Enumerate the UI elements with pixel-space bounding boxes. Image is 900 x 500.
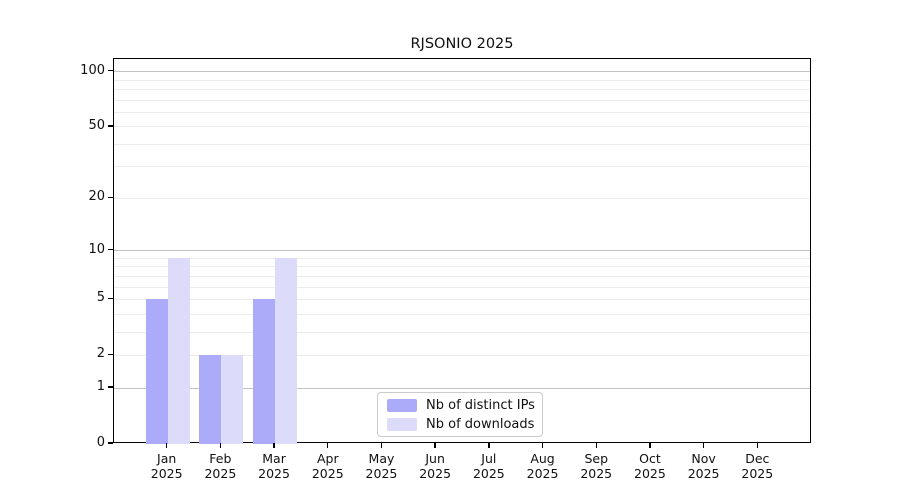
y-tick (108, 297, 113, 300)
plot-area (113, 58, 811, 444)
x-tick (434, 443, 436, 448)
legend-item: Nb of downloads (387, 416, 535, 432)
y-tick-label: 5 (96, 290, 105, 306)
x-tick (488, 443, 490, 448)
y-tick-label: 1 (96, 379, 105, 395)
legend-item: Nb of distinct IPs (387, 397, 535, 413)
x-tick (165, 443, 168, 448)
gridline-minor (114, 99, 810, 101)
gridline-minor (114, 197, 810, 199)
x-tick-label-line: 2025 (526, 466, 559, 481)
gridline-major (114, 71, 810, 73)
y-tick-label: 50 (88, 117, 105, 133)
x-tick-label-line: 2025 (634, 466, 666, 481)
x-tick-label: Aug 2025 (515, 451, 571, 481)
y-tick (108, 125, 113, 127)
legend-swatch-downloads (387, 417, 417, 431)
y-tick (108, 442, 113, 444)
x-tick-label-line: 2025 (419, 466, 452, 481)
x-tick-label-line: May (368, 451, 395, 466)
x-tick-label-line: Oct (639, 451, 661, 466)
x-tick-label-line: Apr (316, 451, 339, 466)
x-tick-label-line: Feb (209, 451, 232, 466)
y-tick-label: 10 (88, 241, 105, 257)
x-tick-label: Nov 2025 (676, 451, 732, 481)
x-tick-label-line: Jan (157, 451, 177, 466)
x-tick-label: Dec 2025 (729, 451, 785, 481)
x-tick-label-line: 2025 (472, 466, 505, 481)
x-tick-label: Mar 2025 (246, 451, 302, 481)
gridline-minor (114, 286, 810, 288)
x-tick-label: May 2025 (353, 451, 409, 481)
x-tick-label: Jun 2025 (407, 451, 463, 481)
x-tick-label: Jan 2025 (139, 451, 195, 481)
x-tick (327, 443, 329, 448)
gridline-minor (114, 143, 810, 145)
legend-swatch-distinct-ips (387, 398, 417, 412)
bar-downloads (221, 355, 244, 444)
x-tick-label-line: Jul (481, 451, 497, 466)
x-tick (219, 443, 222, 448)
bar-downloads (167, 258, 190, 444)
gridline-minor (114, 79, 810, 81)
gridline-minor (114, 266, 810, 268)
x-tick (702, 443, 705, 448)
x-tick-label-line: Nov (691, 451, 716, 466)
x-tick-label-line: 2025 (258, 466, 290, 481)
x-tick-label: Apr 2025 (300, 451, 356, 481)
x-tick-label: Jul 2025 (461, 451, 517, 481)
x-tick (649, 443, 651, 448)
y-tick-label: 2 (96, 346, 105, 362)
x-tick-label: Feb 2025 (192, 451, 248, 481)
y-tick (108, 196, 113, 199)
x-tick-label-line: 2025 (311, 466, 344, 481)
x-tick (541, 443, 544, 448)
gridline-major (114, 250, 810, 252)
y-tick (108, 386, 113, 388)
x-tick-label-line: Mar (262, 451, 286, 466)
gridline-minor (114, 298, 810, 300)
gridline-minor (114, 126, 810, 128)
legend-label-distinct-ips: Nb of distinct IPs (426, 397, 535, 413)
x-tick-label-line: 2025 (741, 466, 774, 481)
y-tick-label: 20 (88, 189, 105, 205)
legend: Nb of distinct IPs Nb of downloads (377, 392, 543, 437)
x-tick-label-line: Aug (530, 451, 555, 466)
gridline-minor (114, 111, 810, 113)
y-tick (108, 70, 113, 72)
x-tick (756, 443, 758, 448)
gridline-minor (114, 257, 810, 259)
x-tick (273, 443, 275, 448)
x-tick-label-line: Dec (745, 451, 770, 466)
chart-title: RJSONIO 2025 (410, 36, 514, 52)
gridline-minor (114, 354, 810, 356)
gridline-minor (114, 89, 810, 90)
y-tick-label: 100 (80, 62, 105, 78)
bar-distinct-ips (199, 355, 222, 444)
x-tick-label-line: Jun (425, 451, 445, 466)
gridline-minor (114, 166, 810, 168)
x-tick-label-line: 2025 (204, 466, 237, 481)
x-tick (595, 443, 597, 448)
y-tick-label: 0 (96, 435, 105, 450)
bar-distinct-ips (145, 299, 168, 444)
x-tick (380, 443, 383, 448)
x-tick-label: Oct 2025 (622, 451, 678, 481)
x-tick-label-line: Sep (584, 451, 608, 466)
bar-downloads (275, 258, 298, 444)
gridline-minor (114, 313, 810, 315)
bar-distinct-ips (253, 299, 276, 444)
y-tick (108, 248, 113, 251)
x-tick-label-line: 2025 (580, 466, 613, 481)
x-tick-label-line: 2025 (687, 466, 720, 481)
x-tick-label: Sep 2025 (568, 451, 624, 481)
gridline-minor (114, 275, 810, 277)
gridline-major (114, 387, 810, 389)
x-tick-label-line: 2025 (365, 466, 398, 481)
gridline-minor (114, 331, 810, 333)
x-tick-label-line: 2025 (150, 466, 183, 481)
y-tick (108, 353, 113, 356)
legend-label-downloads: Nb of downloads (426, 416, 535, 432)
